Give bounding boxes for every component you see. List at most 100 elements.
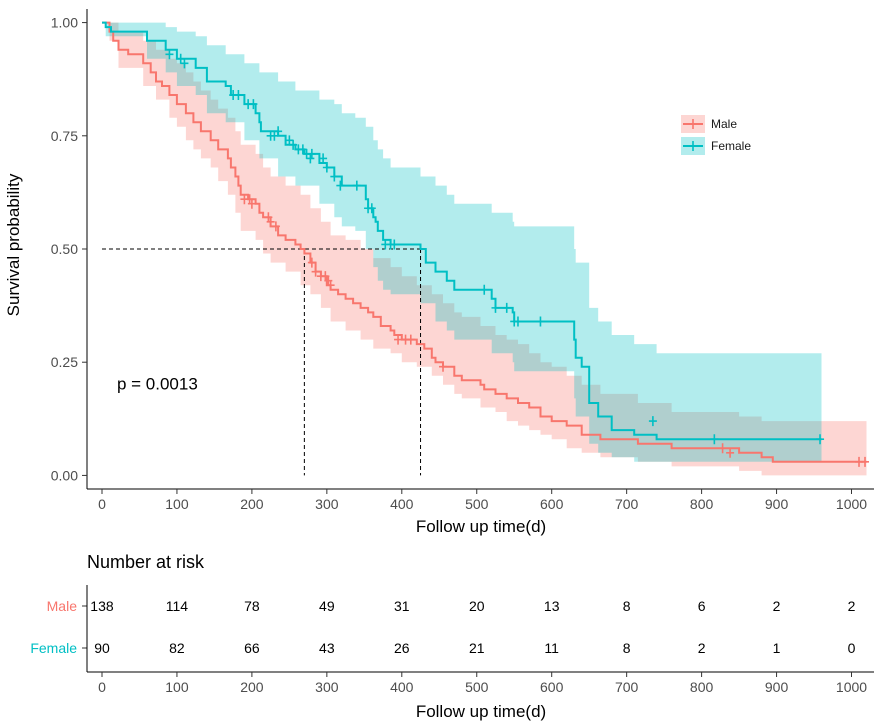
x-tick-label: 1000	[836, 496, 867, 512]
y-axis-title: Survival probability	[4, 173, 23, 316]
censor-mark	[326, 280, 335, 291]
ci-band-female	[102, 22, 822, 462]
censor-mark	[289, 139, 298, 150]
censor-marks	[165, 49, 870, 467]
censor-mark	[439, 361, 448, 372]
risk-x-tick-label: 900	[765, 679, 789, 695]
censor-mark	[718, 443, 727, 454]
risk-x-tick-label: 200	[240, 679, 264, 695]
censor-mark	[247, 198, 256, 209]
legend-censor-male	[689, 119, 697, 129]
censor-mark	[234, 90, 243, 101]
risk-count: 2	[848, 598, 856, 614]
risk-count: 114	[166, 598, 189, 614]
censor-mark	[406, 334, 415, 345]
censor-mark	[491, 302, 500, 313]
censor-mark	[726, 447, 735, 458]
censor-mark	[502, 302, 511, 313]
censor-mark	[306, 153, 315, 164]
censor-mark	[285, 135, 294, 146]
censor-mark	[816, 434, 825, 445]
risk-count: 20	[469, 598, 485, 614]
censor-mark	[311, 266, 320, 277]
risk-table: Number at risk Male 138 114 78 49 31 20 13 8 6 2 2F…	[30, 552, 874, 721]
censor-mark	[536, 316, 545, 327]
risk-count: 82	[169, 640, 185, 656]
censor-mark	[307, 148, 316, 159]
x-tick-label: 400	[390, 496, 414, 512]
y-tick-label: 0.75	[51, 128, 78, 144]
risk-x-tick-label: 800	[690, 679, 714, 695]
risk-x-tick-label: 300	[315, 679, 339, 695]
censor-mark	[861, 456, 870, 467]
risk-x-tick-label: 700	[615, 679, 639, 695]
censor-mark	[165, 49, 174, 60]
legend-label-male: Male	[711, 117, 737, 131]
risk-count: 26	[394, 640, 410, 656]
risk-count: 0	[848, 640, 856, 656]
median-guide-lines	[101, 248, 422, 476]
p-value-annotation: p = 0.0013	[117, 374, 198, 393]
x-tick-label: 800	[690, 496, 714, 512]
risk-count: 2	[773, 598, 781, 614]
risk-x-tick-label: 1000	[836, 679, 867, 695]
x-axis-title: Follow up time(d)	[416, 517, 546, 536]
risk-x-tick-label: 100	[165, 679, 189, 695]
risk-count: 6	[698, 598, 706, 614]
y-tick-label: 0.50	[51, 241, 78, 257]
censor-mark	[480, 284, 489, 295]
risk-count: 8	[623, 598, 631, 614]
risk-count: 2	[698, 640, 706, 656]
censor-mark	[390, 239, 399, 250]
risk-x-tick-label: 500	[465, 679, 489, 695]
censor-mark	[322, 162, 331, 173]
x-tick-label: 0	[98, 496, 106, 512]
censor-mark	[298, 144, 307, 155]
censor-mark	[307, 257, 316, 268]
risk-count: 138	[90, 598, 114, 614]
censor-mark	[176, 53, 185, 64]
censor-mark	[319, 153, 328, 164]
risk-count: 78	[244, 598, 260, 614]
x-tick-label: 500	[465, 496, 489, 512]
risk-x-tick-label: 400	[390, 679, 414, 695]
censor-mark	[710, 434, 719, 445]
censor-mark	[394, 334, 403, 345]
censor-mark	[513, 316, 522, 327]
x-tick-label: 900	[765, 496, 789, 512]
censor-mark	[271, 221, 280, 232]
censor-mark	[367, 203, 376, 214]
y-tick-label: 0.00	[51, 467, 78, 483]
y-tick-label: 1.00	[51, 15, 78, 31]
risk-count: 31	[394, 598, 410, 614]
x-tick-label: 600	[540, 496, 564, 512]
x-axis-ticks: 0 100 200 300 400 500 600 700 800 900 1000	[98, 489, 867, 512]
risk-count: 1	[773, 640, 781, 656]
survival-plot: 0.00 0.25 0.50 0.75 1.00 0 100 200 300 400 500 600…	[4, 9, 874, 536]
risk-row-label-male: Male	[47, 598, 78, 614]
risk-row-label-female: Female	[30, 640, 77, 656]
risk-count: 11	[544, 640, 559, 656]
risk-count: 90	[94, 640, 110, 656]
x-tick-label: 200	[240, 496, 264, 512]
risk-x-tick-label: 600	[540, 679, 564, 695]
censor-mark	[249, 99, 258, 110]
censor-mark	[648, 416, 657, 427]
y-tick-label: 0.25	[51, 354, 78, 370]
x-tick-label: 300	[315, 496, 339, 512]
legend-label-female: Female	[711, 139, 751, 153]
risk-table-x-ticks: 0 100 200 300 400 500 600 700 800 900 1000	[98, 672, 867, 695]
survival-curve-female	[102, 21, 822, 441]
censor-mark	[270, 130, 279, 141]
risk-count: 43	[319, 640, 335, 656]
risk-table-x-title: Follow up time(d)	[416, 702, 546, 721]
censor-mark	[180, 58, 189, 69]
legend: Male Female	[681, 115, 751, 155]
risk-count: 66	[244, 640, 260, 656]
y-axis-ticks: 0.00 0.25 0.50 0.75 1.00	[51, 15, 87, 483]
risk-count: 8	[623, 640, 631, 656]
risk-count: 49	[319, 598, 335, 614]
legend-censor-female	[689, 141, 697, 151]
censor-mark	[330, 171, 339, 182]
